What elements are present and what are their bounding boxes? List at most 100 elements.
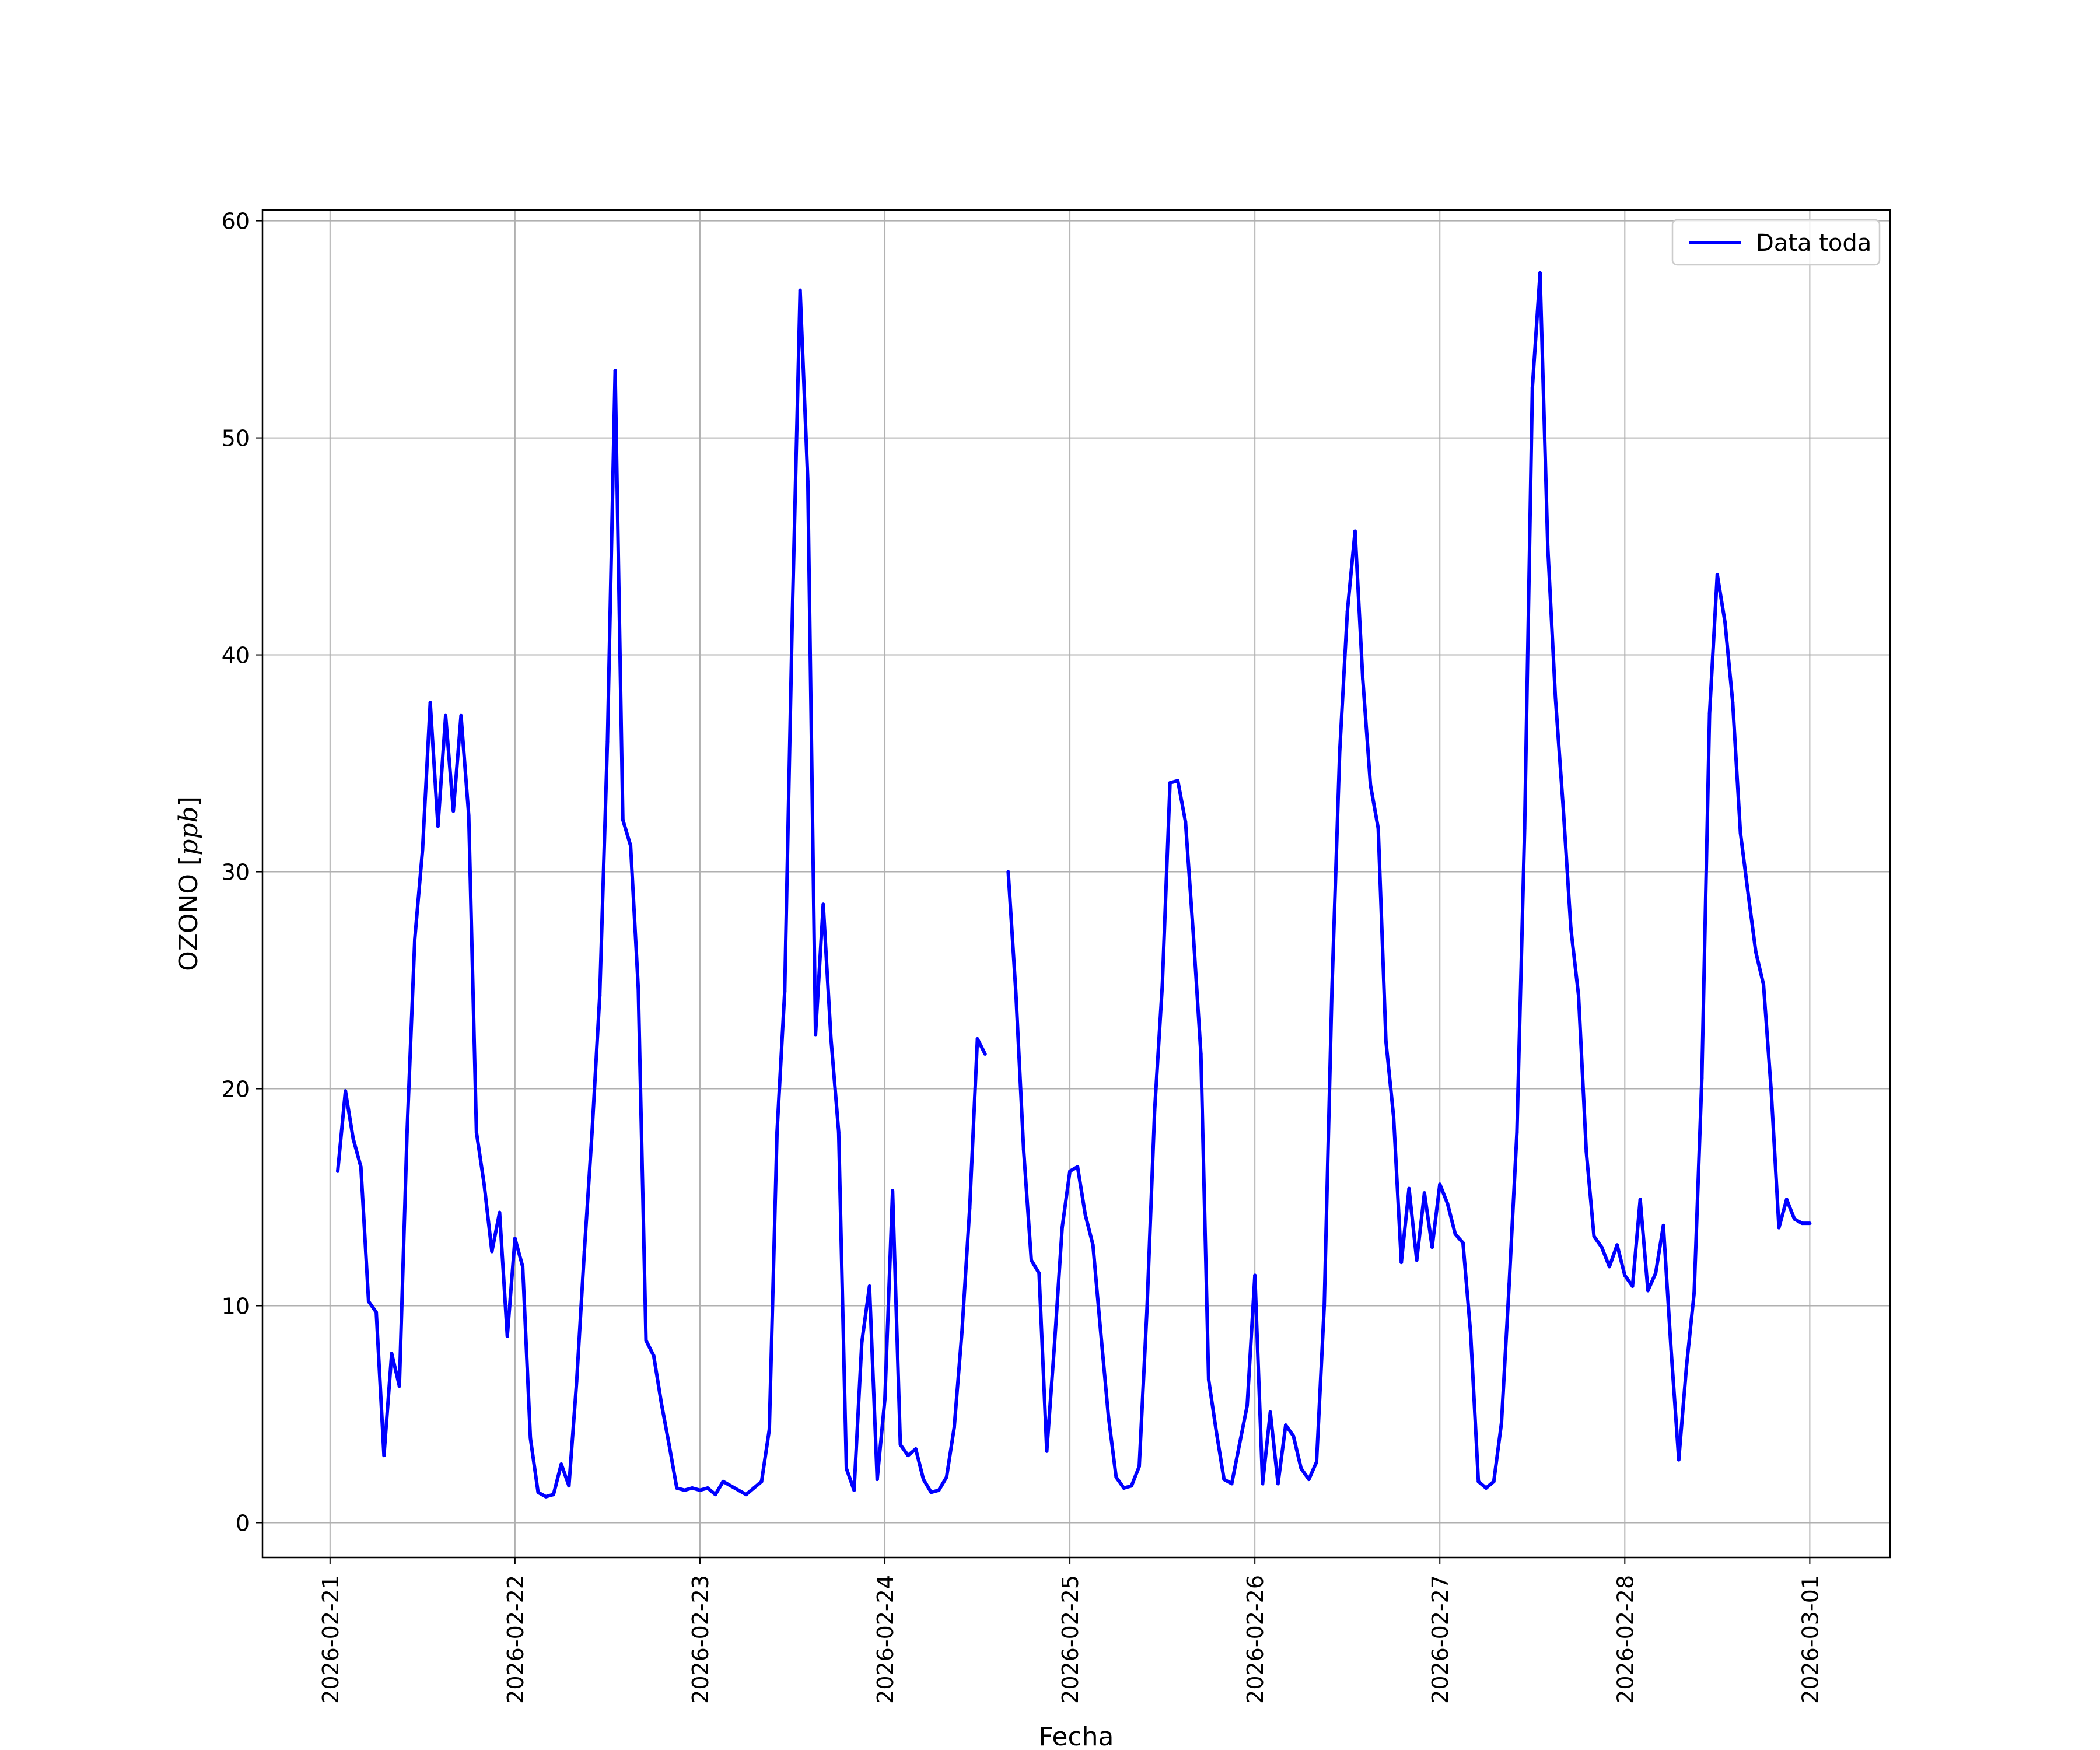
data-point: [513, 1237, 517, 1241]
data-point: [629, 844, 633, 848]
data-point: [1808, 1222, 1812, 1226]
y-tick-label: 60: [222, 209, 250, 235]
data-point: [1237, 1443, 1241, 1447]
data-point: [1538, 271, 1542, 275]
data-point: [1476, 1479, 1480, 1483]
data-point: [706, 1486, 710, 1490]
data-point: [1384, 1039, 1388, 1043]
data-point: [344, 1089, 348, 1093]
data-point: [559, 1462, 564, 1466]
data-point: [351, 1137, 355, 1141]
data-point: [775, 1130, 779, 1134]
data-point: [806, 480, 810, 483]
legend-box: [1671, 219, 1881, 266]
x-tick-label: 2026-02-28: [1612, 1575, 1638, 1704]
data-point: [1014, 991, 1018, 995]
data-point: [1368, 783, 1373, 787]
data-point: [1723, 620, 1727, 624]
data-point: [474, 1130, 478, 1134]
data-point: [1030, 1258, 1033, 1262]
data-point: [852, 1488, 856, 1492]
data-point: [682, 1488, 687, 1492]
data-point: [659, 1401, 663, 1405]
data-point: [737, 1488, 740, 1492]
data-point: [891, 1189, 895, 1193]
data-point: [1338, 751, 1342, 754]
data-point: [1762, 983, 1766, 986]
data-point: [1176, 779, 1180, 783]
data-point: [1461, 1241, 1465, 1245]
data-point: [1422, 1191, 1426, 1195]
data-point: [544, 1494, 548, 1499]
data-point: [1584, 1150, 1588, 1154]
data-point: [575, 1380, 579, 1384]
data-point: [1507, 1282, 1511, 1286]
data-point: [1268, 1410, 1272, 1414]
data-point: [883, 1397, 887, 1401]
data-point: [336, 1169, 340, 1173]
data-point: [1138, 1464, 1141, 1468]
data-point: [1754, 950, 1758, 954]
x-axis: 2026-02-21 2026-02-22 2026-02-23 2026-02-24…: [318, 1558, 1823, 1704]
series-layer: [336, 271, 1812, 1499]
data-point: [1299, 1466, 1303, 1471]
data-point: [405, 1130, 409, 1134]
data-point: [1114, 1475, 1118, 1479]
data-point: [1021, 1147, 1026, 1152]
data-point: [1492, 1479, 1496, 1483]
data-point: [1168, 781, 1172, 785]
data-point: [1615, 1243, 1619, 1247]
data-point: [382, 1454, 386, 1458]
data-point: [1746, 891, 1750, 895]
data-point: [1098, 1330, 1102, 1334]
data-point: [598, 993, 602, 998]
data-point: [1692, 1291, 1696, 1295]
data-point: [1006, 870, 1010, 874]
data-point: [929, 1490, 933, 1494]
data-point: [767, 1427, 771, 1432]
data-point: [644, 1339, 648, 1342]
data-point: [1153, 1108, 1157, 1112]
data-point: [1707, 712, 1712, 715]
data-point: [1330, 987, 1334, 991]
data-point: [1284, 1423, 1287, 1427]
data-point: [829, 1037, 833, 1041]
data-point: [444, 713, 447, 718]
data-point: [1669, 1347, 1673, 1351]
data-point: [606, 740, 610, 744]
data-point: [1160, 983, 1164, 986]
data-point: [1600, 1245, 1604, 1250]
y-tick-label: 30: [222, 860, 250, 886]
data-point: [397, 1384, 401, 1388]
data-point: [1145, 1308, 1149, 1312]
data-point: [551, 1493, 555, 1497]
data-point: [1569, 926, 1573, 930]
data-point: [698, 1488, 702, 1492]
data-point: [582, 1250, 586, 1254]
data-point: [1184, 820, 1188, 824]
data-point: [1060, 1226, 1064, 1230]
data-point: [1715, 572, 1719, 576]
data-point: [1654, 1271, 1658, 1275]
x-tick-label: 2026-02-24: [873, 1575, 898, 1704]
data-point: [1638, 1198, 1642, 1202]
data-point: [713, 1493, 718, 1497]
data-point: [421, 848, 425, 852]
data-point: [1700, 1076, 1704, 1080]
data-point: [744, 1493, 748, 1497]
data-point: [1453, 1232, 1457, 1236]
data-point: [1530, 386, 1534, 390]
plot-frame: [261, 209, 1891, 1559]
data-point: [1515, 1130, 1519, 1134]
data-point: [482, 1182, 486, 1186]
data-point: [652, 1354, 656, 1358]
data-point: [1553, 696, 1558, 700]
data-point: [1392, 1115, 1395, 1119]
data-point: [490, 1250, 494, 1254]
data-point: [960, 1330, 964, 1334]
data-point: [1769, 1089, 1773, 1093]
data-point: [1407, 1186, 1411, 1191]
data-point: [1499, 1421, 1503, 1425]
data-point: [821, 902, 825, 907]
